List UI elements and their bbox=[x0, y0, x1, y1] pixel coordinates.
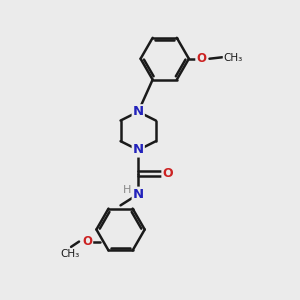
Text: N: N bbox=[133, 105, 144, 118]
Text: N: N bbox=[133, 143, 144, 157]
Text: O: O bbox=[82, 235, 92, 248]
Text: CH₃: CH₃ bbox=[223, 52, 243, 62]
Text: N: N bbox=[133, 188, 144, 201]
Text: O: O bbox=[196, 52, 206, 65]
Text: CH₃: CH₃ bbox=[60, 249, 79, 259]
Text: H: H bbox=[123, 185, 131, 195]
Text: O: O bbox=[162, 167, 173, 180]
